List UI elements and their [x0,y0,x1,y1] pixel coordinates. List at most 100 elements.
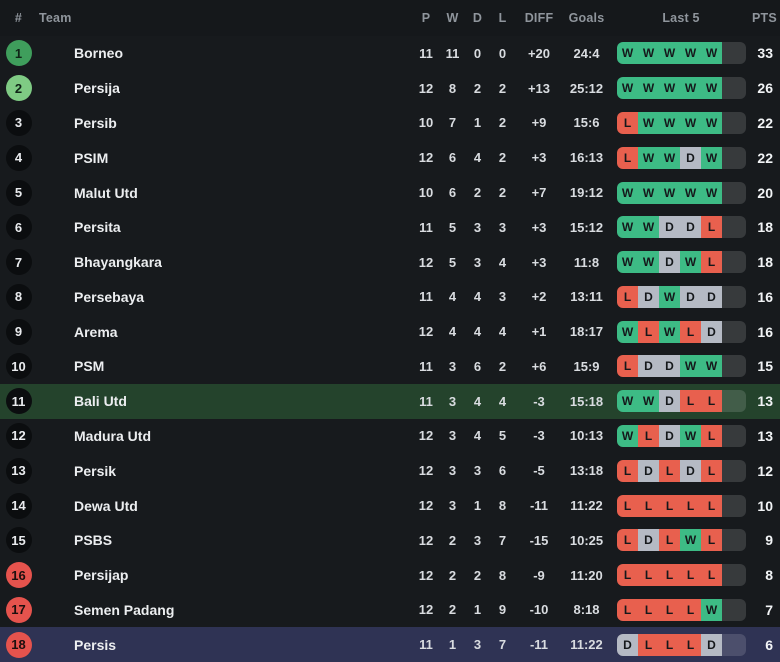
last5-result: W [617,42,638,65]
last5-result: W [680,77,701,100]
last5-result: L [659,529,680,552]
last5-result: W [659,77,680,100]
last5-result: D [701,633,722,656]
goals-value: 11:22 [570,637,603,653]
last5-result: L [659,633,680,656]
played-value: 11 [419,393,433,409]
draws-value: 1 [473,498,482,514]
draws-value: 4 [473,150,482,166]
last5-result: L [701,216,722,239]
last5-result: W [659,42,680,65]
position-badge: 2 [5,75,32,102]
wins-value: 3 [448,498,457,514]
last5-result: W [617,181,638,204]
last5-result: L [680,494,701,517]
last5-next-slot [722,42,746,65]
position-badge: 16 [5,562,32,589]
losses-value: 7 [498,532,507,548]
draws-value: 1 [473,115,482,131]
last5-result: W [638,42,659,65]
points-value: 12 [757,462,773,479]
wins-value: 6 [448,150,457,166]
draws-value: 4 [473,324,482,340]
last5-result: L [638,633,659,656]
last5-result: D [659,251,680,274]
team-name: PSBS [74,532,113,549]
goals-value: 25:12 [569,80,604,96]
goals-value: 8:18 [573,602,600,618]
table-header-row: # Team P W D L DIFF Goals Last 5 PTS [0,0,780,36]
last5-next-slot [722,459,746,482]
team-name: Persija [74,80,120,97]
header-draws: D [472,11,483,25]
goals-value: 15:9 [573,358,600,374]
goal-diff-value: -9 [533,567,545,583]
last5-result: D [680,285,701,308]
last5-result: L [701,390,722,413]
losses-value: 5 [498,428,507,444]
position-badge: 18 [5,631,32,658]
losses-value: 8 [498,567,507,583]
header-last5: Last 5 [662,11,700,25]
losses-value: 2 [498,115,507,131]
last5-result: W [659,111,680,134]
last5-result: L [701,564,722,587]
draws-value: 0 [473,45,482,61]
last5-next-slot [722,494,746,517]
wins-value: 7 [448,115,457,131]
goals-value: 19:12 [569,185,604,201]
points-value: 18 [757,254,773,271]
goal-diff-value: +2 [531,289,547,305]
last5-result: L [617,598,638,621]
last5-result: L [701,494,722,517]
last5-result: W [638,146,659,169]
goal-diff-value: +3 [531,254,547,270]
last5-result: D [659,355,680,378]
team-name: Persebaya [74,288,145,305]
last5-result: L [659,494,680,517]
last5-result: L [638,424,659,447]
played-value: 11 [419,637,433,653]
goal-diff-value: +13 [527,80,551,96]
last5-next-slot [722,77,746,100]
position-badge: 17 [5,596,32,623]
draws-value: 2 [473,567,482,583]
last5-result: L [617,529,638,552]
last5-result: W [617,77,638,100]
wins-value: 3 [448,428,457,444]
last5-result: W [659,320,680,343]
draws-value: 3 [473,637,482,653]
team-name: Dewa Utd [74,497,138,514]
goal-diff-value: +7 [531,185,547,201]
last5-result: W [680,111,701,134]
wins-value: 3 [448,393,457,409]
team-name: Persik [74,462,117,479]
last5-result: W [659,181,680,204]
last5-result: D [659,390,680,413]
goals-value: 10:25 [569,532,604,548]
team-name: Madura Utd [74,427,151,444]
played-value: 12 [418,498,434,514]
points-value: 15 [757,358,773,375]
last5-result: W [680,251,701,274]
